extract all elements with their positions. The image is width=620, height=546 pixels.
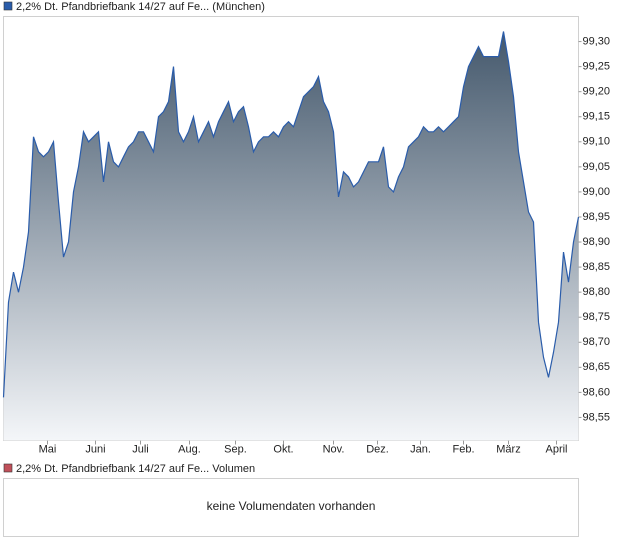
y-tick-label: 99,10 — [583, 136, 611, 148]
legend-swatch — [3, 1, 13, 11]
x-tick-label: Juli — [132, 443, 149, 455]
x-tick-label: Sep. — [224, 443, 247, 455]
legend-label: 2,2% Dt. Pfandbriefbank 14/27 auf Fe... … — [16, 1, 265, 13]
area-fill — [3, 31, 579, 441]
x-tick-label: Jan. — [410, 443, 431, 455]
volume-legend: 2,2% Dt. Pfandbriefbank 14/27 auf Fe... … — [16, 463, 255, 475]
y-tick-label: 98,90 — [583, 236, 611, 248]
y-tick-label: 98,75 — [583, 311, 611, 323]
y-tick-label: 98,70 — [583, 336, 611, 348]
y-tick-label: 98,60 — [583, 386, 611, 398]
y-tick-label: 99,20 — [583, 86, 611, 98]
y-tick-label: 99,30 — [583, 35, 611, 47]
y-tick-label: 98,55 — [583, 411, 611, 423]
y-tick-label: 99,25 — [583, 61, 611, 73]
y-tick-label: 98,95 — [583, 211, 611, 223]
x-tick-label: Okt. — [273, 443, 293, 455]
volume-frame — [3, 478, 579, 537]
x-tick-label: Aug. — [178, 443, 201, 455]
price-line — [2, 31, 580, 398]
x-tick-label: Mai — [39, 443, 57, 455]
x-tick-label: März — [496, 443, 520, 455]
legend-swatch — [3, 463, 13, 473]
y-tick-label: 98,80 — [583, 286, 611, 298]
y-tick-label: 99,00 — [583, 186, 611, 198]
y-tick-label: 99,15 — [583, 111, 611, 123]
x-tick-label: Nov. — [323, 443, 345, 455]
volume-message: keine Volumendaten vorhanden — [207, 499, 376, 513]
y-tick-label: 99,05 — [583, 161, 611, 173]
x-tick-label: Feb. — [452, 443, 474, 455]
x-tick-label: April — [545, 443, 567, 455]
x-tick-label: Dez. — [366, 443, 389, 455]
x-tick-label: Juni — [85, 443, 105, 455]
y-tick-label: 98,85 — [583, 261, 611, 273]
y-tick-label: 98,65 — [583, 361, 611, 373]
